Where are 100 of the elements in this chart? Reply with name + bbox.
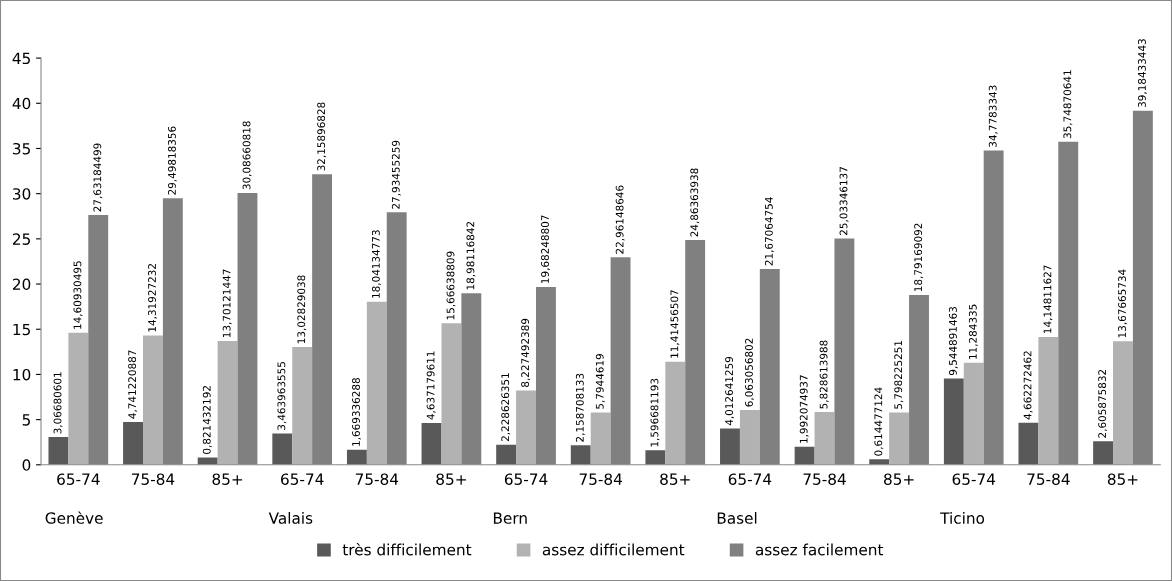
data-label: 27,93455259	[391, 140, 401, 209]
y-tick-label: 35	[13, 142, 30, 155]
data-label: 11,284335	[968, 304, 978, 359]
x-tick-label: 75-84	[803, 473, 846, 485]
bar	[516, 390, 536, 465]
data-label: 5,828613988	[819, 340, 829, 409]
data-label: 11,41456507	[670, 290, 680, 358]
bar	[720, 428, 740, 465]
data-label: 14,14811627	[1043, 265, 1053, 334]
y-tick-label: 45	[12, 52, 30, 65]
data-label: 5,7944619	[595, 354, 605, 409]
bar	[570, 445, 591, 465]
data-label: 19,68248807	[541, 215, 551, 283]
data-label: 18,98116842	[466, 221, 476, 290]
y-tick-label: 30	[13, 188, 31, 200]
y-tick-label: 0	[22, 459, 31, 471]
x-tick-label: 75-84	[579, 473, 622, 485]
bar	[794, 446, 815, 465]
bar	[292, 347, 313, 465]
data-label: 4,662272462	[1023, 351, 1033, 420]
data-label: 5,798225251	[894, 341, 904, 409]
legend-label: très difficilement	[342, 543, 472, 556]
x-tick-label: 65-74	[728, 473, 772, 485]
x-tick-label: 75-84	[132, 473, 175, 485]
data-label: 14,31927232	[148, 264, 158, 332]
data-label: 6,063056802	[745, 338, 754, 407]
data-label: 13,02829038	[297, 275, 307, 344]
data-label: 27,63184499	[93, 143, 103, 212]
data-label: 2,158708133	[575, 373, 585, 442]
x-tick-label: 65-74	[281, 473, 324, 485]
bar	[590, 412, 611, 465]
text: Genève	[45, 511, 103, 524]
data-label: 8,227492389	[521, 318, 531, 387]
y-tick-label: 15	[13, 323, 30, 336]
data-label: 0,614477124	[874, 387, 884, 456]
bar	[889, 412, 910, 465]
x-tick-label: 85+	[212, 473, 243, 485]
bar	[123, 421, 143, 465]
bar	[665, 361, 686, 465]
bar	[1093, 441, 1114, 465]
data-label: 4,012641259	[725, 356, 735, 426]
bar	[814, 412, 835, 465]
x-tick-label: 75-84	[355, 473, 399, 485]
bar	[739, 410, 760, 465]
x-tick-label: 85+	[660, 473, 690, 485]
data-label: 21,67064754	[764, 197, 774, 266]
data-label: 13,67665734	[1118, 269, 1128, 338]
data-label: 1,596681193	[650, 378, 660, 447]
bar	[197, 457, 218, 465]
x-tick-label: 75-84	[1027, 473, 1070, 485]
data-label: 35,74870641	[1063, 70, 1073, 139]
data-label: 34,7783343	[988, 85, 998, 147]
x-tick-label: 65-74	[57, 473, 100, 485]
x-tick-label: 85+	[1107, 473, 1138, 485]
bar	[645, 450, 666, 465]
x-tick-label: 65-74	[952, 473, 996, 485]
bar	[366, 301, 387, 465]
data-label: 4,741220887	[128, 350, 138, 419]
bar	[1018, 422, 1039, 465]
bar	[963, 362, 984, 465]
bar	[496, 444, 517, 465]
legend-label: assez difficilement	[542, 543, 685, 556]
data-label: 18,04134773	[371, 230, 381, 298]
bar	[441, 323, 462, 465]
data-label: 13,70121447	[222, 269, 232, 338]
data-label: 3,06680601	[53, 372, 63, 434]
data-label: 18,79169092	[914, 223, 924, 292]
data-label: 1,992074937	[799, 375, 809, 443]
data-label: 32,15896828	[317, 102, 327, 171]
x-tick-label: 85+	[436, 473, 466, 485]
bar	[272, 433, 293, 465]
y-tick-label: 5	[22, 414, 30, 426]
y-tick-label: 10	[13, 368, 31, 381]
bar	[346, 449, 367, 465]
bar	[1038, 336, 1059, 465]
bar	[217, 340, 238, 465]
bar	[48, 437, 69, 465]
y-tick-label: 25	[12, 233, 30, 245]
data-label: 15,66638809	[446, 251, 456, 320]
bar	[869, 459, 890, 465]
y-tick-label: 40	[12, 97, 31, 110]
data-label: 39,18433443	[1138, 39, 1147, 108]
text: Valais	[268, 512, 313, 524]
text: Basel	[717, 512, 757, 524]
data-label: 4,637179611	[426, 351, 436, 420]
bar	[1113, 341, 1133, 465]
bar	[943, 378, 964, 465]
data-label: 0,821432192	[202, 386, 212, 454]
data-label: 9,544891463	[948, 307, 958, 376]
bar	[68, 332, 89, 465]
legend-label: assez facilement	[755, 543, 884, 556]
data-label: 1,669336288	[352, 378, 361, 446]
y-tick-label: 20	[12, 278, 31, 291]
bar	[143, 335, 163, 465]
data-label: 29,49818356	[167, 126, 177, 195]
x-tick-label: 85+	[884, 473, 914, 485]
text: Bern	[493, 512, 527, 524]
data-label: 22,96148646	[615, 185, 625, 254]
text: Ticino	[940, 512, 985, 524]
x-tick-label: 65-74	[504, 473, 548, 485]
